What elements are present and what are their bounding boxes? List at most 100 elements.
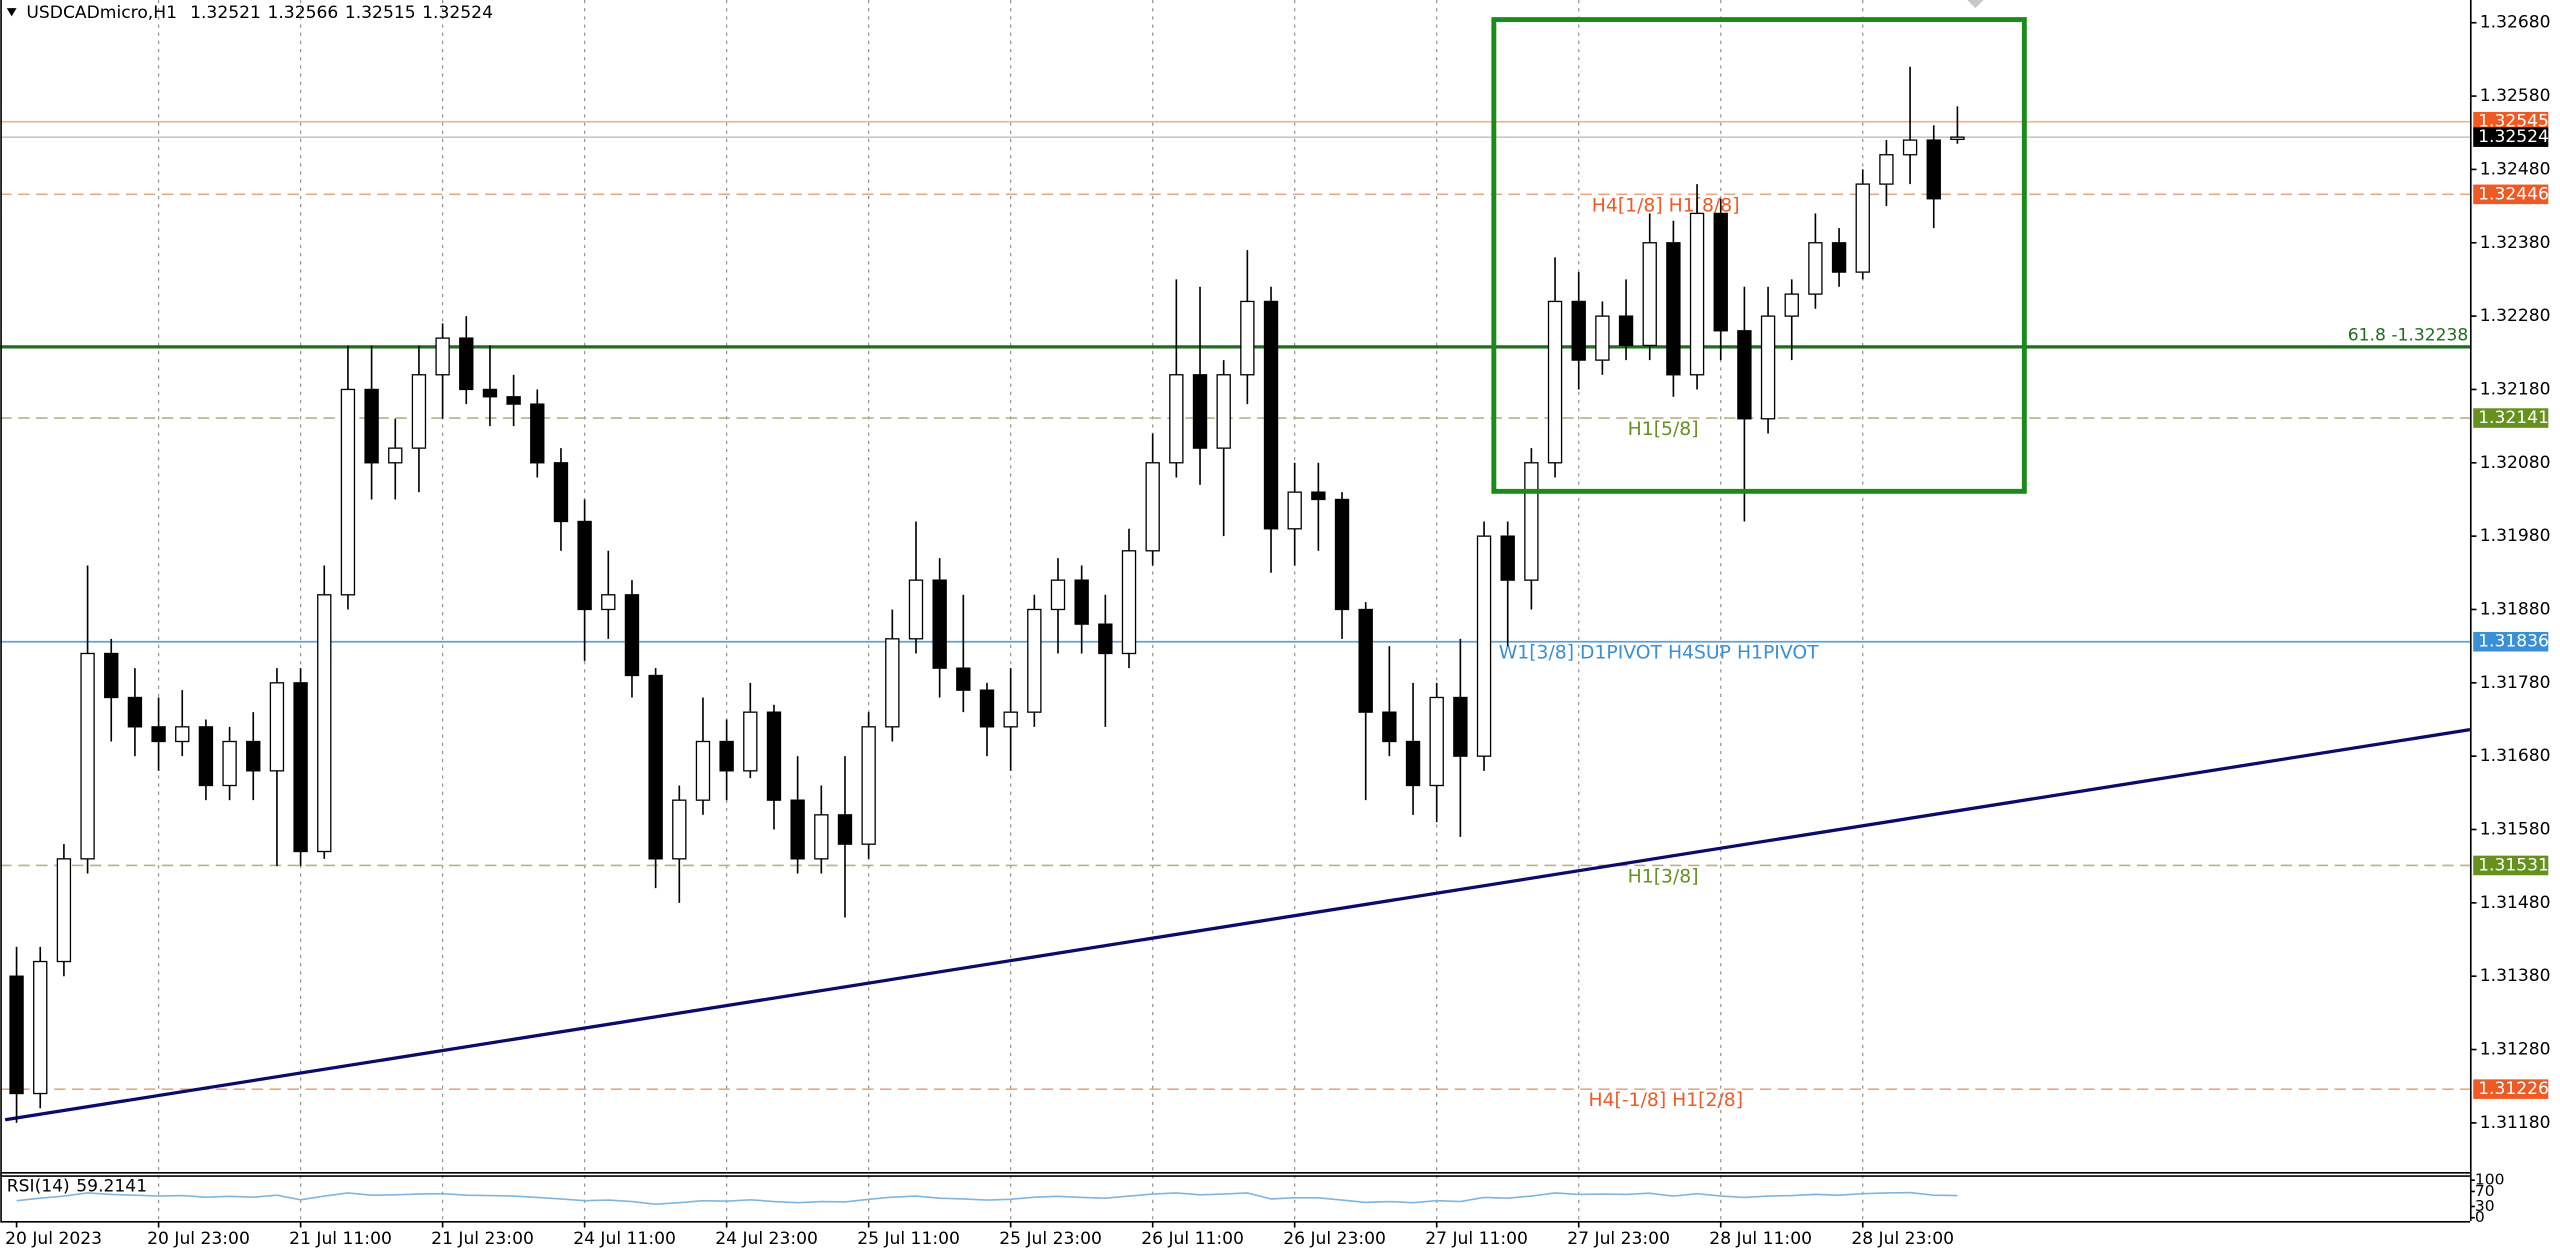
y-tick-label: 1.32080 (2480, 453, 2551, 473)
y-tick-label: 1.31280 (2480, 1040, 2551, 1060)
highlight-rectangle (1491, 17, 2027, 494)
candle-body (1311, 491, 1326, 501)
candle-body (435, 337, 450, 376)
candle-body (246, 740, 261, 772)
candle-body (1689, 212, 1705, 376)
y-tick-label: 1.31680 (2480, 746, 2551, 766)
candle-body (1926, 139, 1941, 200)
level-label: 61.8 -1.32238 (2348, 325, 2469, 345)
candle-body (127, 696, 143, 728)
candle-body (553, 462, 569, 523)
level-price: 1.32545 (2478, 112, 2549, 132)
level-annotation: H1[3/8] (1628, 866, 1699, 887)
level-price: 1.32446 (2478, 184, 2549, 204)
rsi-tick-label: 0 (2475, 1208, 2485, 1226)
candle-body (743, 711, 758, 772)
x-tick-label: 24 Jul 11:00 (573, 1229, 676, 1249)
level-price-box (2473, 1079, 2549, 1099)
candle-body (1476, 535, 1492, 757)
candle-body (1358, 608, 1373, 713)
candle-body (1169, 374, 1184, 464)
candle-body (459, 337, 474, 391)
candle-body (198, 726, 214, 787)
rsi-line (16, 1191, 1958, 1205)
y-tick-label: 1.32180 (2480, 379, 2551, 399)
candle-body (175, 726, 190, 743)
candle-body (1382, 711, 1397, 743)
candle-body (56, 858, 72, 963)
rsi-tick-label: 70 (2475, 1182, 2495, 1200)
x-tick-label: 24 Jul 23:00 (715, 1229, 818, 1249)
candle-body (104, 652, 119, 699)
candle-body (814, 814, 829, 860)
y-tick-label: 1.31580 (2480, 820, 2551, 840)
x-tick-label: 25 Jul 11:00 (857, 1229, 960, 1249)
x-tick-label: 21 Jul 23:00 (431, 1229, 534, 1249)
candle-body (506, 396, 521, 405)
candle-body (1098, 623, 1113, 655)
candle-body (411, 374, 427, 449)
header-price: 1.32566 (267, 3, 338, 23)
level-annotation: W1[3/8] D1PIVOT H4SUP H1PIVOT (1499, 643, 1819, 664)
candles (9, 66, 1965, 1123)
level-price: 1.32524 (2478, 127, 2549, 147)
candle-body (1784, 293, 1799, 317)
rsi-tick-label: 30 (2475, 1197, 2495, 1215)
candle-body (861, 726, 876, 845)
candle-body (1287, 491, 1302, 530)
candle-body (1216, 374, 1231, 449)
candle-body (1642, 242, 1657, 347)
symbol: USDCADmicro,H1 (26, 3, 177, 23)
level-price-box (2473, 855, 2549, 876)
header-arrow (6, 8, 17, 17)
x-tick-label: 21 Jul 11:00 (289, 1229, 392, 1249)
chart-header: USDCADmicro,H1 1.32521 1.32566 1.32515 1.325… (26, 3, 493, 23)
level-price-box (2473, 408, 2549, 428)
y-tick-label: 1.31780 (2480, 673, 2551, 693)
candle-body (885, 638, 900, 728)
candle-body (719, 740, 734, 772)
x-tick-label: 28 Jul 11:00 (1709, 1229, 1812, 1249)
candle-body (908, 579, 924, 640)
candle-body (1666, 242, 1681, 376)
candle-body (1524, 462, 1539, 581)
candle-body (1145, 462, 1160, 552)
candle-body (1760, 315, 1776, 420)
level-annotation: H4[-1/8] H1[2/8] (1589, 1090, 1744, 1111)
candle-body (979, 689, 995, 728)
candle-body (1074, 579, 1089, 625)
candle-body (1737, 330, 1752, 420)
candle-body (1263, 300, 1279, 530)
candle-body (1334, 498, 1350, 611)
level-price: 1.31226 (2478, 1079, 2549, 1099)
candle-body (624, 594, 640, 677)
candle-body (837, 814, 853, 845)
header-price: 1.32515 (345, 3, 416, 23)
candle-body (1453, 696, 1468, 757)
rsi-value: 59.2141 (76, 1177, 147, 1197)
candle-body (1571, 300, 1586, 361)
candle-body (388, 447, 403, 464)
candle-body (1855, 183, 1870, 273)
y-tick-label: 1.32380 (2480, 233, 2551, 253)
candle-body (766, 711, 782, 801)
level-price: 1.31531 (2478, 855, 2549, 875)
candle-body (293, 682, 308, 853)
rsi-header: RSI(14) 59.2141 (7, 1177, 147, 1197)
candle-body (80, 652, 95, 860)
candle-body (601, 594, 616, 611)
candle-body (1240, 300, 1255, 376)
marker (1967, 0, 1984, 9)
trend-line (4, 728, 2471, 1122)
candle-body (1429, 696, 1444, 787)
level-price-box (2473, 184, 2549, 205)
level-price: 1.32141 (2478, 408, 2549, 428)
y-tick-label: 1.31380 (2480, 966, 2551, 986)
level-price-box (2473, 631, 2549, 652)
axes: 1.32680 1.32580 1.32480 1.32380 1.32280 1.321… (5, 13, 2550, 1249)
y-tick-label: 1.32580 (2480, 86, 2551, 106)
